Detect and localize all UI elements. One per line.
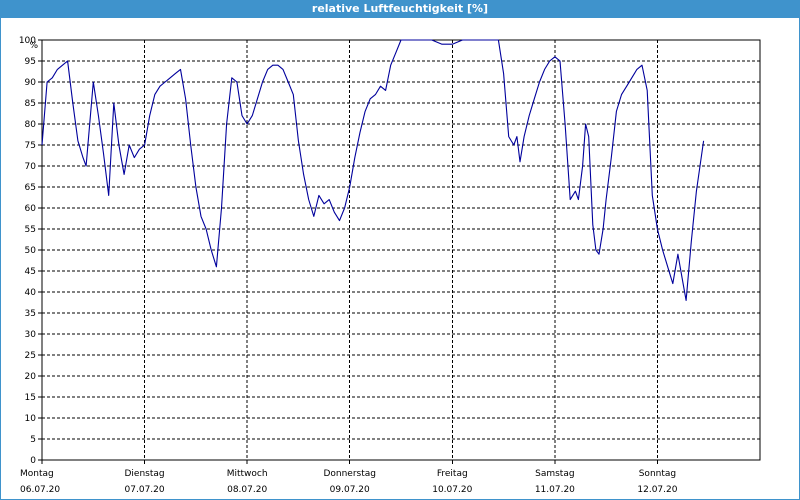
y-tick-label: 65 <box>25 183 36 193</box>
y-tick-label: 15 <box>25 393 36 403</box>
x-tick-day-label: Sonntag <box>639 469 676 479</box>
x-tick-date-label: 07.07.20 <box>125 485 165 495</box>
x-tick-day-label: Dienstag <box>125 469 165 479</box>
x-tick-date-label: 09.07.20 <box>330 485 370 495</box>
x-tick-date-label: 12.07.20 <box>637 485 677 495</box>
x-tick-date-label: 11.07.20 <box>535 485 575 495</box>
y-tick-label: 35 <box>25 309 36 319</box>
x-tick-day-label: Donnerstag <box>323 469 376 479</box>
y-tick-label: 10 <box>25 414 37 424</box>
y-tick-label: 70 <box>25 162 37 172</box>
y-tick-label: 5 <box>30 435 36 445</box>
x-tick-day-label: Montag <box>20 469 54 479</box>
y-tick-label: 30 <box>25 330 37 340</box>
y-tick-label: 20 <box>25 372 37 382</box>
x-tick-date-label: 10.07.20 <box>432 485 472 495</box>
y-tick-label: 75 <box>25 141 36 151</box>
y-tick-label: 80 <box>25 120 37 130</box>
y-tick-label: 50 <box>25 246 37 256</box>
y-axis-unit-label: % <box>29 41 38 51</box>
y-tick-label: 40 <box>25 288 37 298</box>
y-tick-label: 25 <box>25 351 36 361</box>
x-tick-date-label: 06.07.20 <box>20 485 60 495</box>
y-tick-label: 45 <box>25 267 36 277</box>
series-line-humidity <box>41 39 705 301</box>
y-tick-label: 95 <box>25 57 36 67</box>
y-tick-label: 0 <box>30 456 36 466</box>
y-tick-label: 90 <box>25 78 37 88</box>
y-tick-label: 60 <box>25 204 37 214</box>
y-tick-label: 100 <box>19 36 36 46</box>
y-tick-label: 55 <box>25 225 36 235</box>
x-tick-day-label: Mittwoch <box>227 469 268 479</box>
chart-title: relative Luftfeuchtigkeit [%] <box>0 0 800 18</box>
x-tick-day-label: Samstag <box>535 469 574 479</box>
x-tick-day-label: Freitag <box>437 469 468 479</box>
x-tick-date-label: 08.07.20 <box>227 485 267 495</box>
y-tick-label: 85 <box>25 99 36 109</box>
